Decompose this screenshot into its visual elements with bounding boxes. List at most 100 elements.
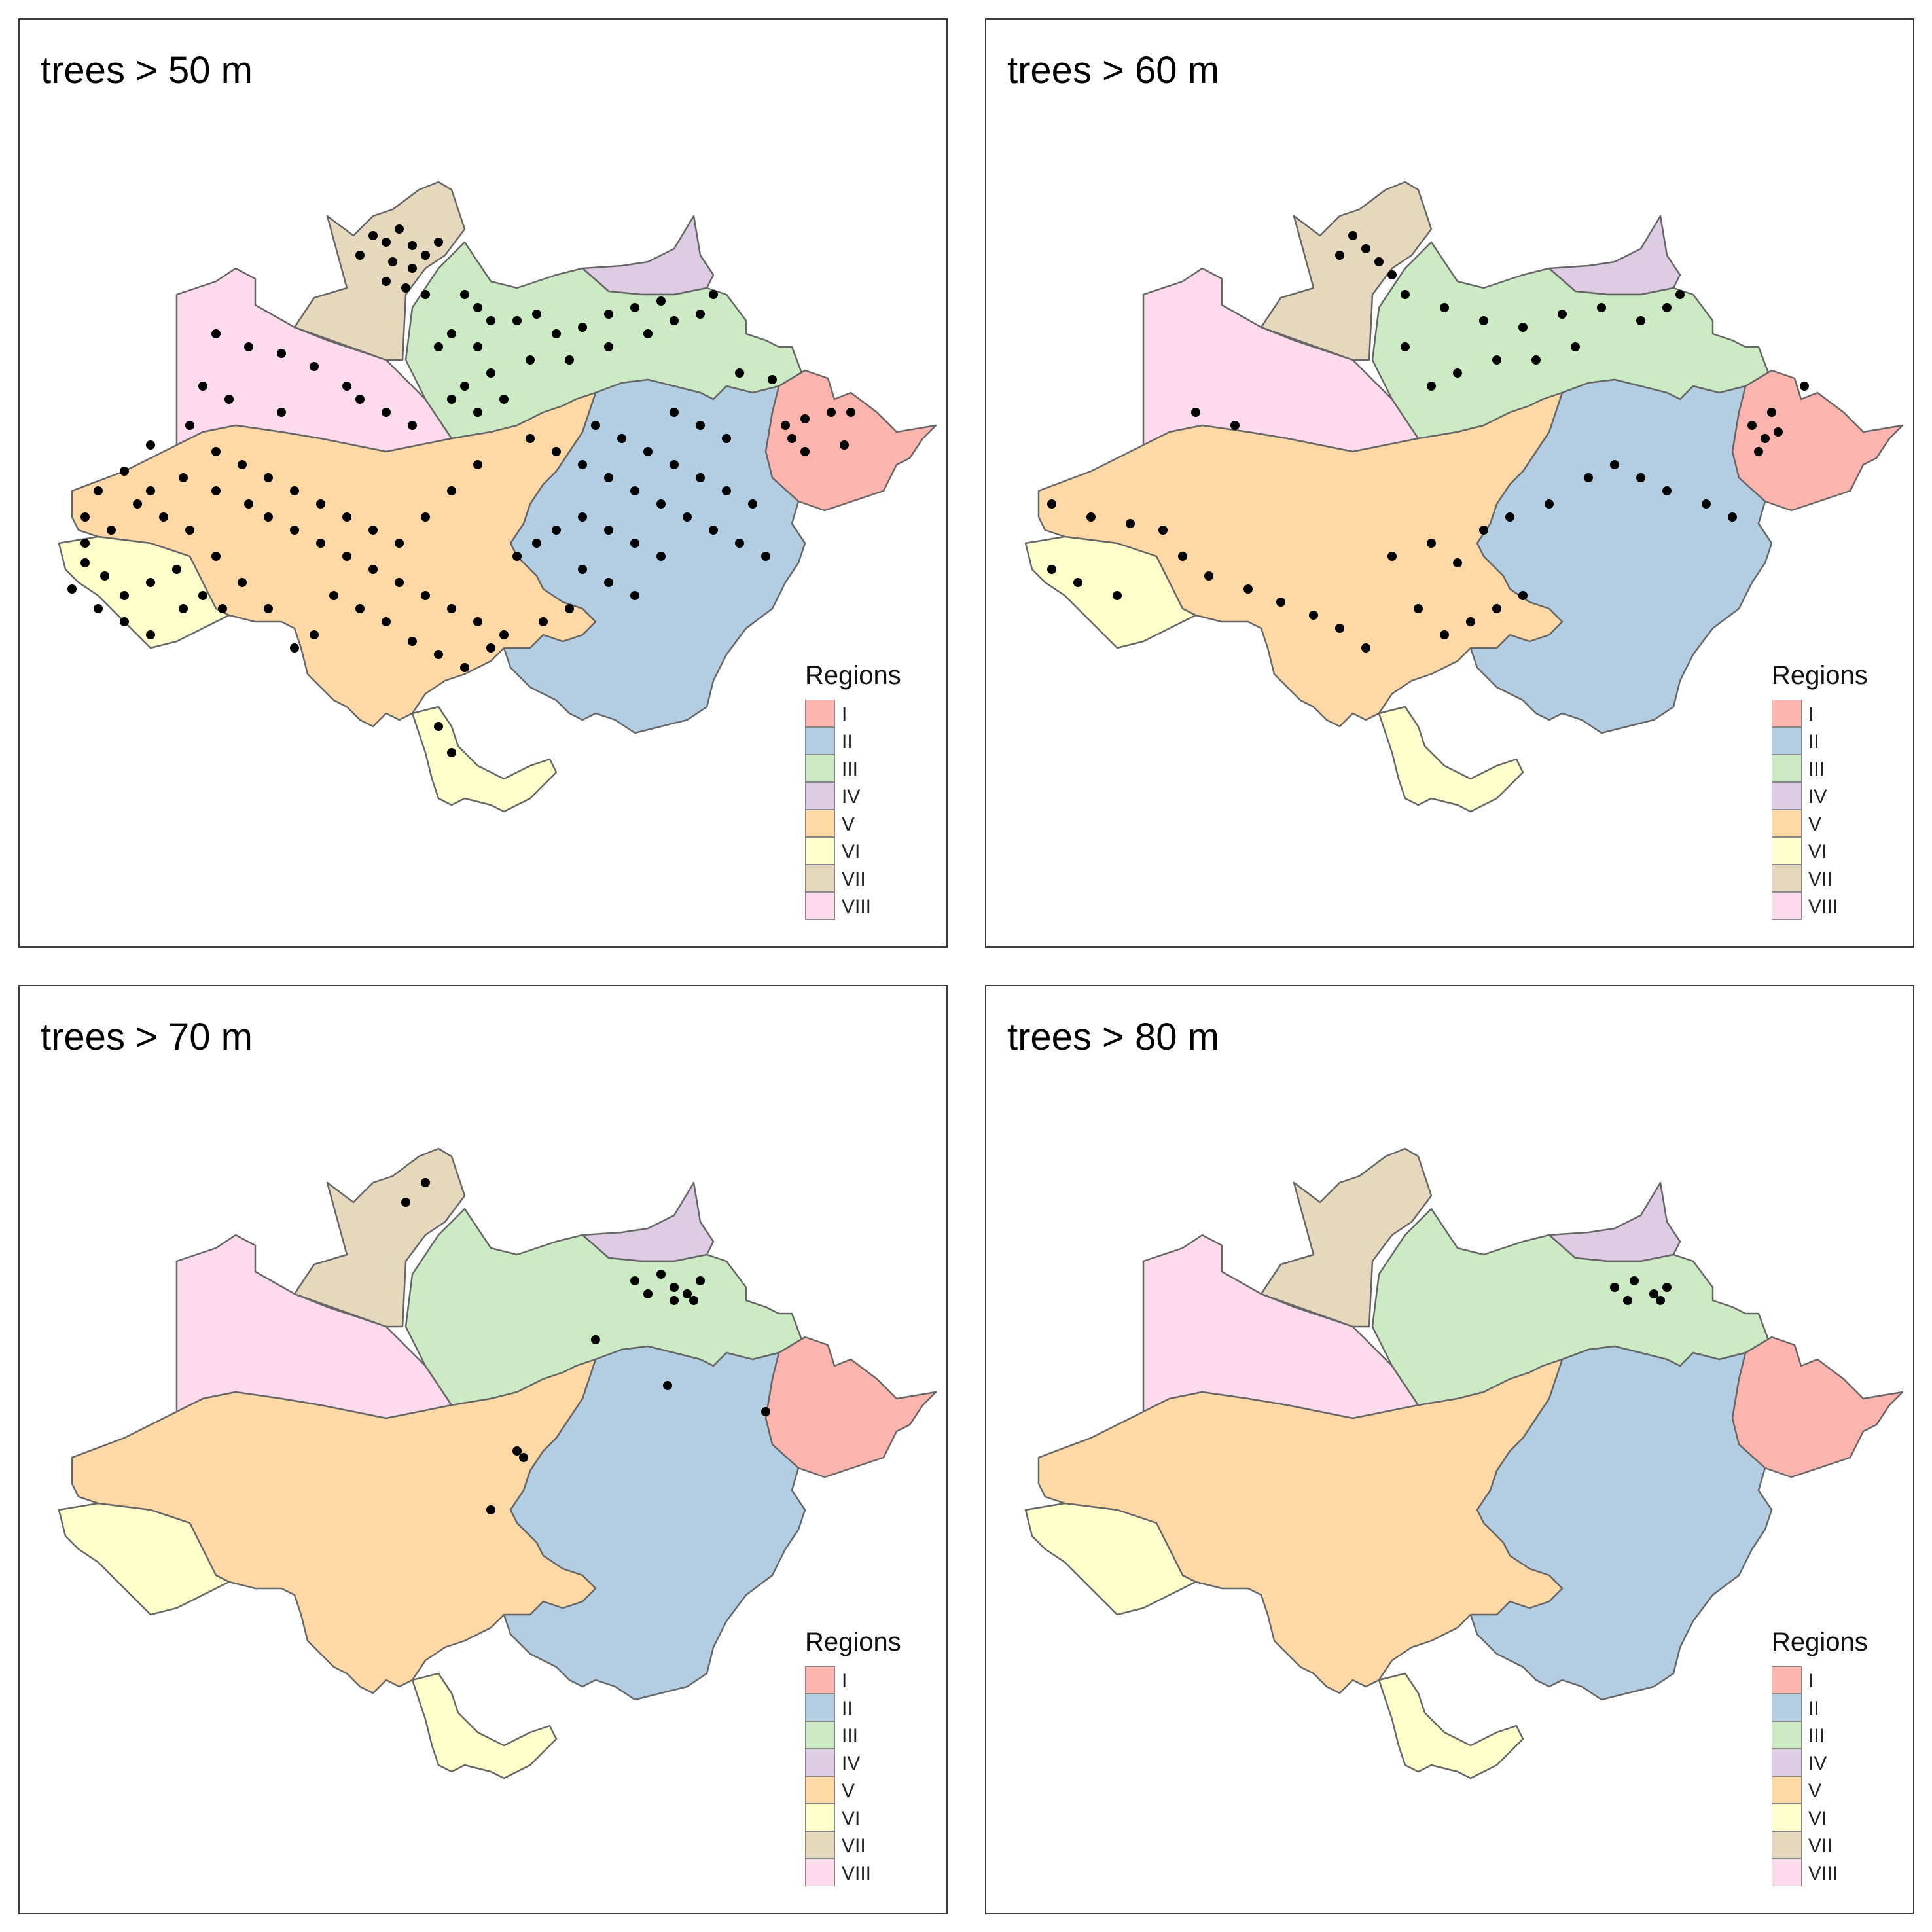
tree-location-point — [198, 591, 207, 600]
tree-location-point — [395, 539, 404, 548]
tree-location-point — [643, 329, 653, 338]
legend-item-iv: IV — [1772, 782, 1903, 810]
tree-location-point — [1158, 526, 1168, 535]
tree-location-point — [591, 421, 600, 430]
legend-item-iii: III — [1772, 755, 1903, 782]
tree-location-point — [526, 434, 535, 443]
tree-location-point — [578, 323, 587, 332]
legend-label: II — [1808, 731, 1819, 753]
tree-location-point — [1361, 244, 1370, 253]
tree-location-point — [532, 310, 541, 319]
tree-location-point — [1243, 584, 1253, 594]
legend-item-iii: III — [805, 1721, 936, 1749]
legend-item-vii: VII — [805, 865, 936, 892]
tree-location-point — [401, 1198, 410, 1207]
region-i — [1731, 1336, 1904, 1478]
tree-location-point — [643, 1289, 653, 1298]
tree-location-point — [1662, 486, 1672, 495]
tree-location-point — [146, 578, 155, 587]
legend-swatch — [805, 782, 835, 810]
tree-location-point — [1361, 643, 1370, 653]
legend-swatch — [1772, 865, 1802, 892]
tree-location-point — [846, 408, 855, 417]
tree-location-point — [499, 395, 509, 404]
tree-location-point — [1518, 591, 1528, 600]
tree-location-point — [264, 473, 273, 482]
tree-location-point — [421, 290, 430, 299]
tree-location-point — [401, 283, 410, 293]
tree-location-point — [1728, 512, 1737, 522]
region-vii — [1260, 1147, 1433, 1328]
tree-location-point — [1453, 368, 1462, 378]
tree-location-point — [486, 1505, 495, 1514]
tree-location-point — [211, 329, 221, 338]
tree-location-point — [146, 630, 155, 639]
tree-location-point — [1649, 1289, 1658, 1298]
tree-location-point — [211, 552, 221, 561]
tree-location-point — [460, 663, 469, 672]
tree-location-point — [290, 643, 299, 653]
tree-location-point — [578, 512, 587, 522]
tree-location-point — [565, 355, 574, 365]
legend-item-i: I — [805, 1666, 936, 1694]
tree-location-point — [1427, 382, 1436, 391]
legend-swatch — [1772, 727, 1802, 755]
legend-swatch — [805, 1721, 835, 1749]
tree-location-point — [512, 316, 522, 325]
panel-title: trees > 70 m — [41, 1016, 253, 1058]
tree-location-point — [100, 571, 109, 581]
legend-label: IV — [842, 786, 861, 808]
legend-swatch — [805, 700, 835, 727]
legend-swatch — [1772, 1694, 1802, 1721]
tree-location-point — [395, 578, 404, 587]
tree-location-point — [1374, 257, 1384, 266]
tree-location-point — [316, 539, 325, 548]
tree-location-point — [1086, 512, 1096, 522]
legend-item-vi: VI — [805, 1804, 936, 1831]
legend-swatch — [805, 810, 835, 837]
tree-location-point — [421, 512, 430, 522]
legend-item-vi: VI — [805, 837, 936, 865]
tree-location-point — [473, 460, 482, 469]
tree-location-point — [565, 604, 574, 613]
tree-location-point — [185, 421, 194, 430]
legend-label: V — [1808, 814, 1822, 835]
tree-location-point — [670, 316, 679, 325]
legend-item-vii: VII — [1772, 1831, 1903, 1859]
tree-location-point — [179, 473, 188, 482]
tree-location-point — [80, 539, 90, 548]
tree-location-point — [224, 395, 234, 404]
legend-swatch — [805, 865, 835, 892]
legend-item-vi: VI — [1772, 1804, 1903, 1831]
legend-label: VI — [842, 841, 861, 863]
legend-label: VII — [1808, 868, 1833, 890]
tree-location-point — [159, 512, 168, 522]
legend-label: IV — [1808, 786, 1827, 808]
tree-location-point — [604, 342, 613, 351]
tree-location-point — [238, 460, 247, 469]
legend-label: I — [1808, 1670, 1814, 1692]
tree-location-point — [1466, 617, 1475, 626]
legend-item-vi: VI — [1772, 837, 1903, 865]
region-vi — [58, 1502, 558, 1780]
tree-location-point — [421, 251, 430, 260]
legend-label: I — [842, 1670, 848, 1692]
region-vii — [1260, 181, 1433, 361]
legend-label: VII — [842, 1835, 866, 1857]
tree-location-point — [1610, 1283, 1619, 1292]
tree-location-point — [447, 748, 456, 757]
tree-location-point — [722, 434, 731, 443]
tree-location-point — [382, 408, 391, 417]
tree-location-point — [80, 512, 90, 522]
tree-location-point — [179, 604, 188, 613]
tree-location-point — [80, 558, 90, 567]
tree-location-point — [1636, 473, 1645, 482]
tree-location-point — [643, 447, 653, 456]
tree-location-point — [519, 1453, 528, 1462]
tree-location-point — [277, 408, 286, 417]
tree-location-point — [120, 467, 129, 476]
legend-label: I — [1808, 704, 1814, 725]
legend-title: Regions — [805, 661, 901, 690]
legend-item-iv: IV — [805, 782, 936, 810]
tree-location-point — [211, 447, 221, 456]
